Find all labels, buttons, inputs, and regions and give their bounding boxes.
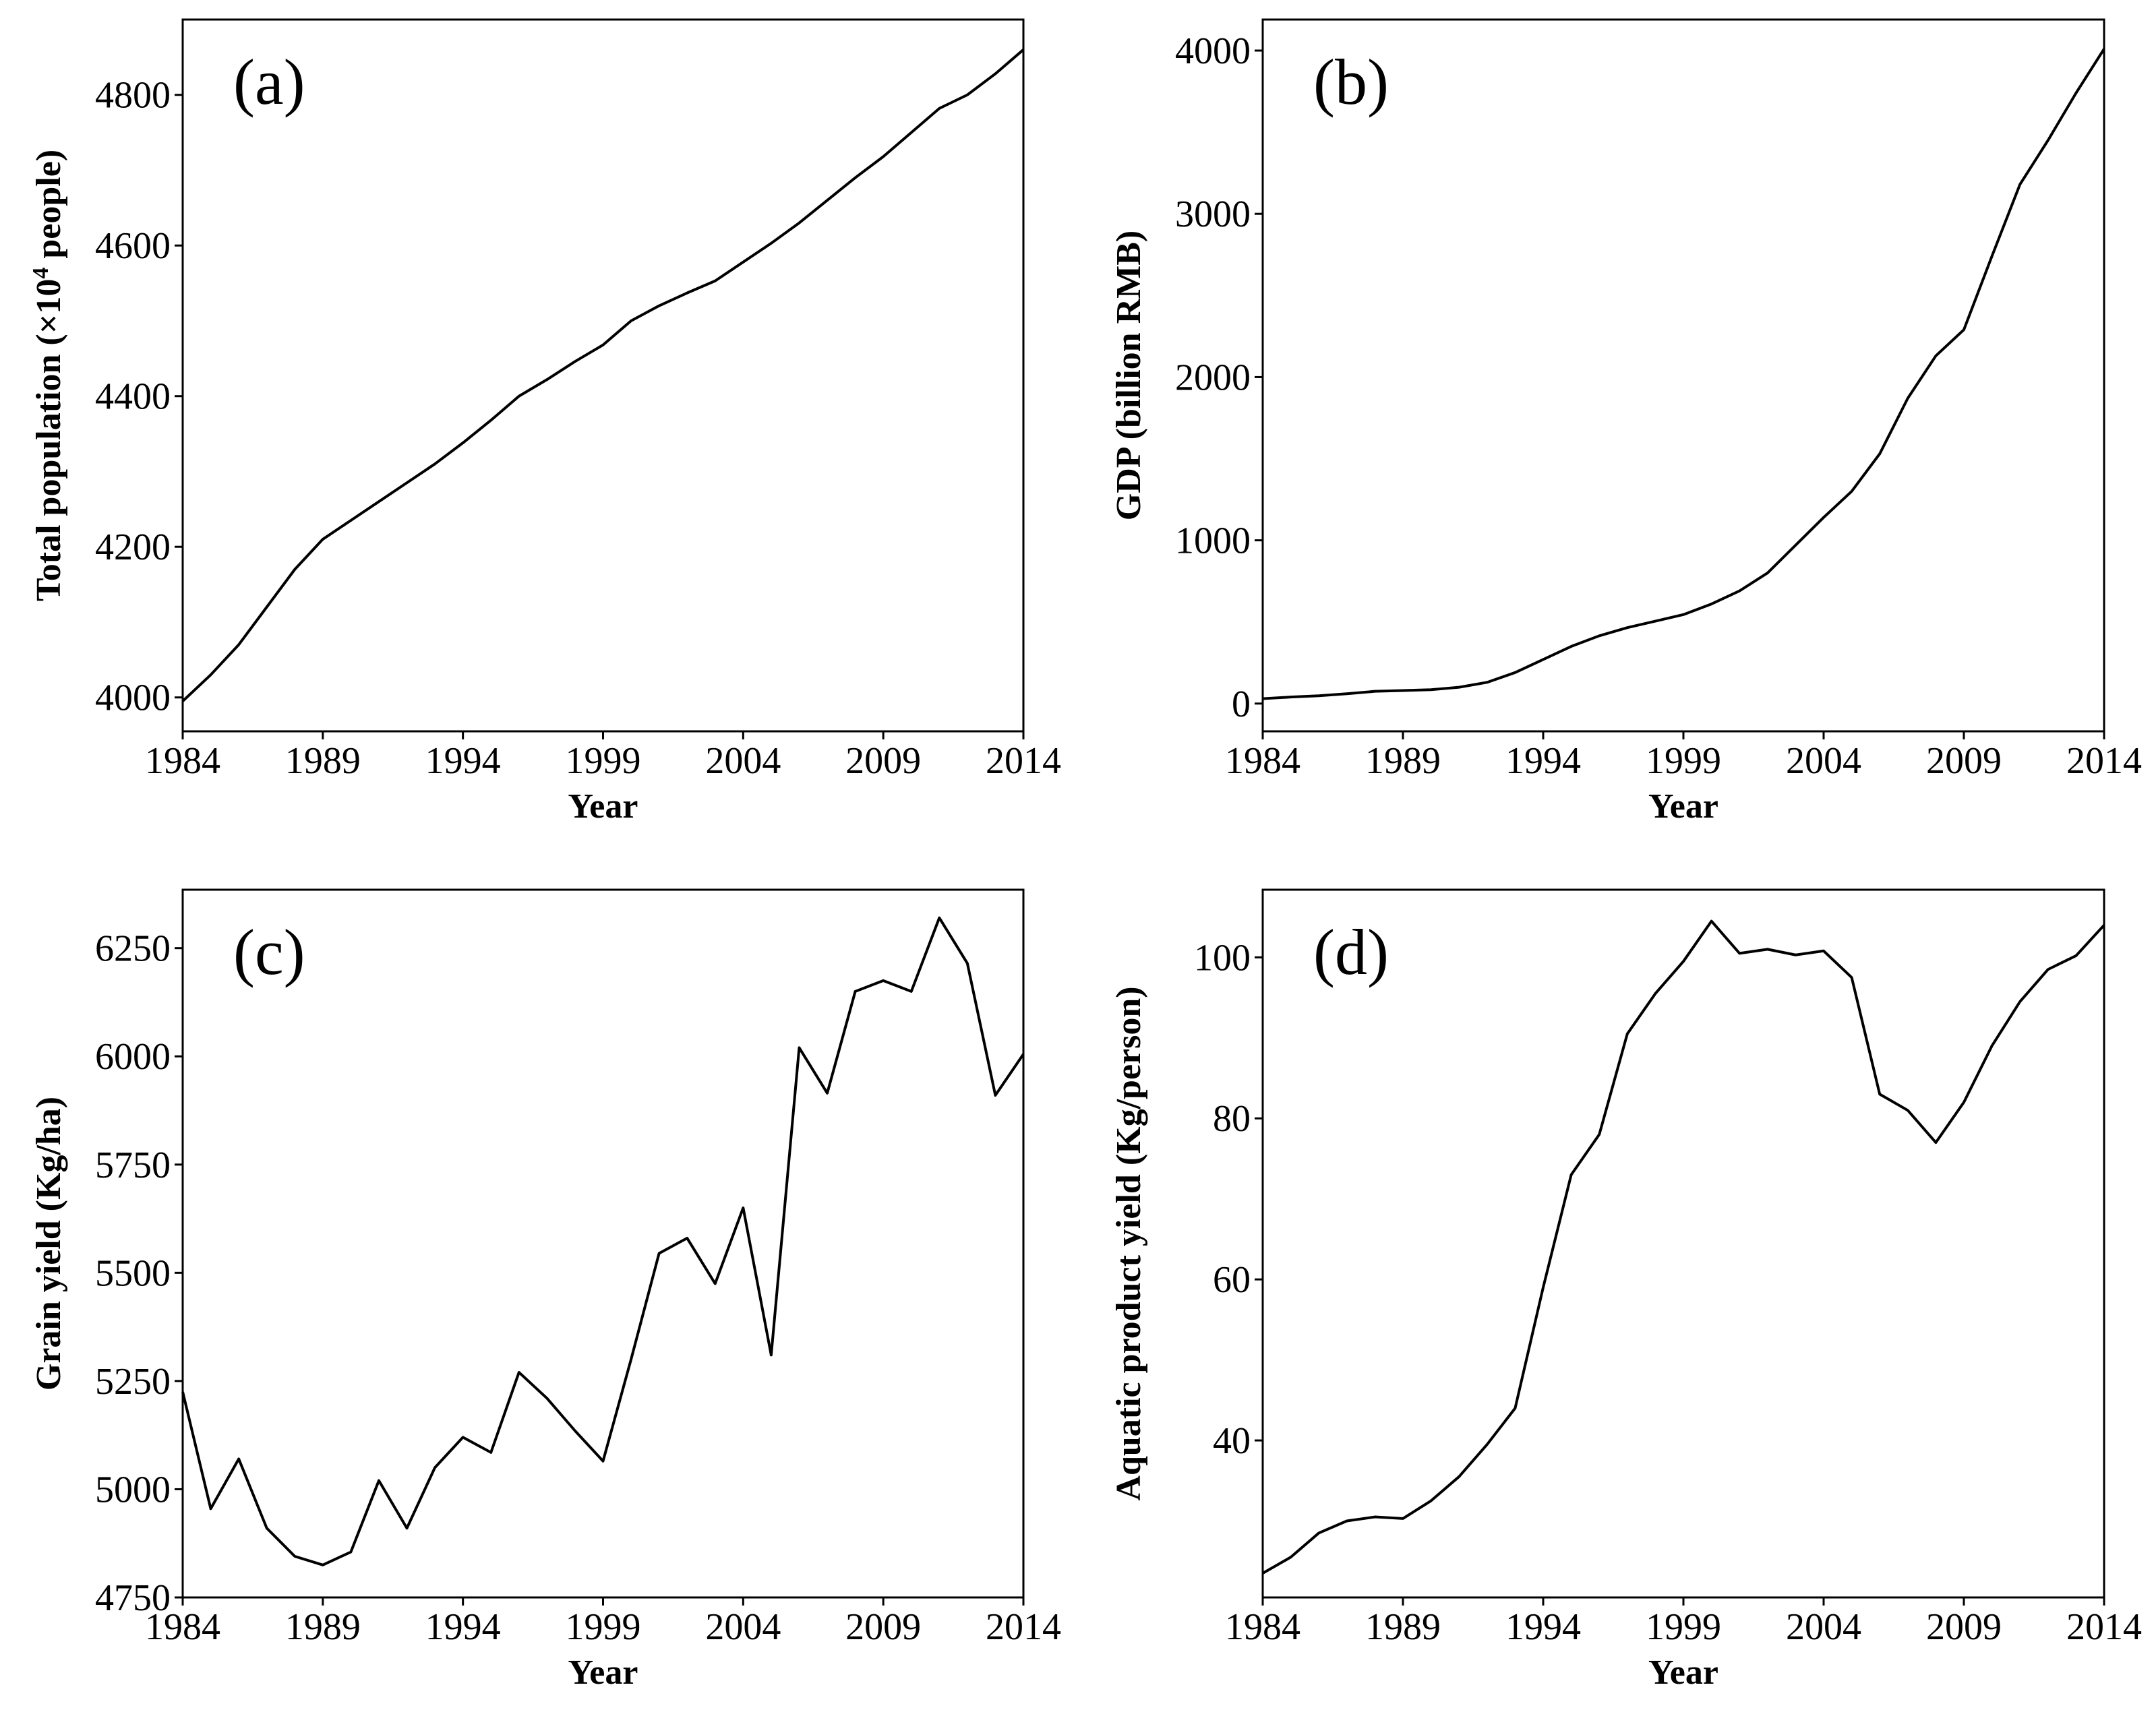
x-tick-label: 2004 [705,1606,781,1648]
y-tick-label: 5000 [95,1469,171,1510]
x-tick-label: 2009 [1926,740,2002,782]
y-tick-label: 2000 [1175,357,1251,398]
y-tick-label: 4800 [95,75,171,117]
x-tick-label: 1999 [1646,1606,1721,1648]
x-tick-label: 2014 [2066,740,2142,782]
panel-label: (a) [233,46,305,118]
y-axis-label-part: people) [30,150,68,268]
x-tick-label: 1984 [1225,1606,1300,1648]
panel-label: (d) [1313,916,1389,988]
x-axis-label: Year [1648,787,1718,826]
x-tick-label: 1999 [1646,740,1721,782]
x-tick-label: 2014 [2066,1606,2142,1648]
y-tick-label: 5750 [95,1144,171,1186]
y-tick-label: 5250 [95,1361,171,1403]
y-tick-label: 40 [1213,1420,1251,1462]
x-tick-label: 2014 [986,740,1061,782]
y-axis-label: GDP (billion RMB) [1110,231,1148,520]
y-axis-label-part: Aquatic product yield (Kg/person) [1110,986,1148,1500]
chart-panel: 1984 1989 1994 1999 2004 2009 2014 4000 4200 4400… [28,18,1061,826]
plot-frame [1261,888,2105,1599]
data-line [181,916,1025,1566]
y-tick-label: 4000 [1175,30,1251,72]
x-tick-label: 2009 [1926,1606,2002,1648]
y-tick-label: 4400 [95,376,171,418]
y-tick-label: 6000 [95,1036,171,1078]
x-axis-label: Year [1648,1653,1718,1692]
y-tick-label: 5500 [95,1252,171,1294]
x-tick-label: 1989 [285,740,361,782]
x-tick-label: 2004 [1786,740,1861,782]
x-tick-label: 1994 [1505,740,1581,782]
x-tick-label: 1984 [1225,740,1300,782]
y-tick-label: 0 [1232,683,1251,725]
y-tick-label: 60 [1213,1259,1251,1301]
x-tick-label: 1984 [145,1606,220,1648]
x-tick-label: 1989 [1365,740,1441,782]
data-line [181,49,1025,702]
x-tick-label: 1999 [566,1606,641,1648]
panel-label: (b) [1313,46,1389,118]
x-tick-label: 2014 [986,1606,1061,1648]
x-tick-label: 2004 [705,740,781,782]
x-tick-label: 1994 [425,740,501,782]
chart-panel: 1984 1989 1994 1999 2004 2009 2014 4750 5000 5250… [30,888,1061,1692]
x-axis-label: Year [568,1653,638,1692]
chart-panel: 1984 1989 1994 1999 2004 2009 2014 0 1000 2000 300… [1110,18,2142,826]
y-tick-label: 4000 [95,677,171,719]
y-axis-label-part: GDP (billion RMB) [1110,231,1148,520]
y-tick-label: 4200 [95,526,171,568]
x-tick-label: 2004 [1786,1606,1861,1648]
y-axis-label: Aquatic product yield (Kg/person) [1110,986,1148,1500]
y-tick-label: 4750 [95,1577,171,1619]
y-tick-label: 1000 [1175,520,1251,562]
x-tick-label: 1989 [1365,1606,1441,1648]
y-axis-label: Total population (×104 people) [28,150,69,601]
data-line [1262,919,2105,1575]
plot-frame [181,18,1025,733]
y-tick-label: 6250 [95,928,171,970]
plot-frame [1261,18,2105,733]
y-axis-label-part: Total population (×10 [30,279,68,602]
plot-frame [181,888,1025,1599]
x-tick-label: 1999 [566,740,641,782]
x-tick-label: 2009 [845,740,921,782]
y-axis-label-part: Grain yield (Kg/ha) [30,1097,68,1391]
y-axis-label-part: 4 [28,268,53,279]
y-tick-label: 3000 [1175,193,1251,235]
y-tick-label: 100 [1194,937,1251,979]
x-axis-label: Year [568,787,638,826]
y-axis-label: Grain yield (Kg/ha) [30,1097,68,1391]
y-tick-label: 80 [1213,1098,1251,1140]
x-tick-label: 1989 [285,1606,361,1648]
data-line [1262,48,2105,700]
x-tick-label: 2009 [845,1606,921,1648]
panel-label: (c) [233,916,305,988]
y-tick-label: 4600 [95,225,171,267]
x-tick-label: 1994 [425,1606,501,1648]
chart-panel: 1984 1989 1994 1999 2004 2009 2014 40 60 80 100 (d)… [1110,888,2142,1692]
x-tick-label: 1984 [145,740,220,782]
x-tick-label: 1994 [1505,1606,1581,1648]
